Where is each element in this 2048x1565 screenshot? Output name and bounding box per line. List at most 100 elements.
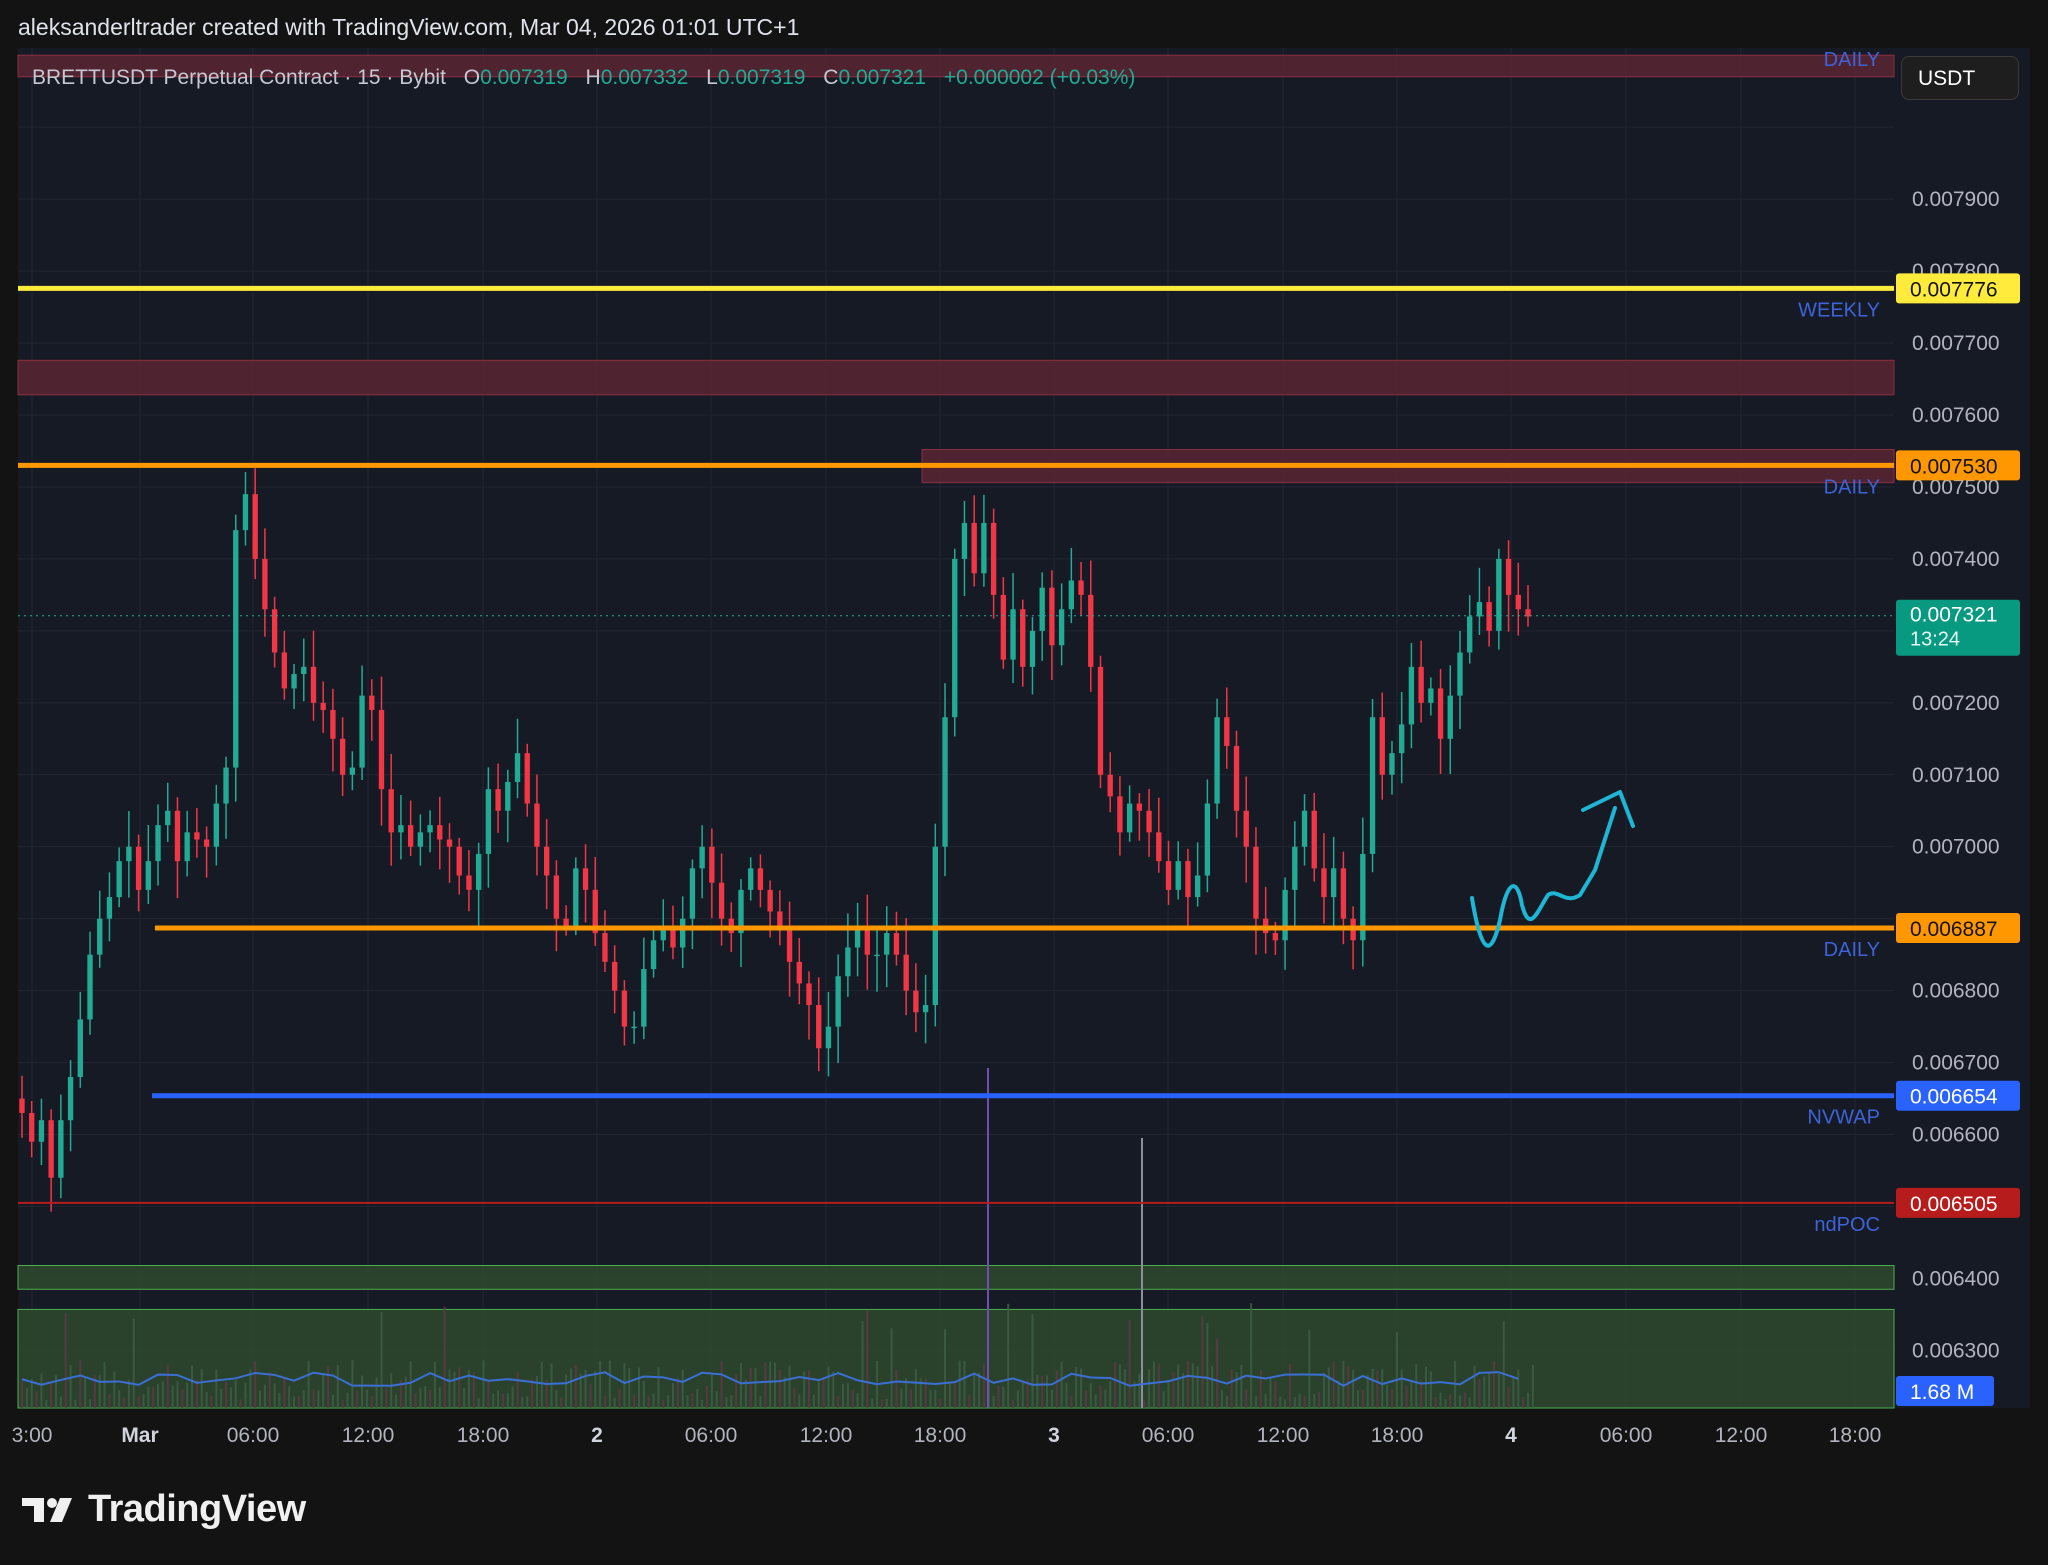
- price-badge: [1896, 1187, 2020, 1218]
- candle-body: [650, 940, 657, 970]
- volume-bar: [181, 1389, 184, 1408]
- candle-body: [1000, 594, 1007, 660]
- time-tick-label: 18:00: [457, 1424, 510, 1447]
- volume-bar: [691, 1392, 694, 1408]
- volume-bar: [613, 1397, 616, 1408]
- volume-bar: [1420, 1380, 1423, 1408]
- candle-body: [1156, 832, 1162, 862]
- volume-bar: [1449, 1394, 1452, 1408]
- volume-bar: [1128, 1319, 1131, 1408]
- candle-body: [252, 494, 258, 559]
- zone-support: [17, 1308, 1895, 1409]
- chart-background: [18, 48, 1894, 1408]
- volume-bar: [297, 1396, 300, 1408]
- time-tick-label: 06:00: [1600, 1424, 1653, 1447]
- price-tick-label: 0.007200: [1912, 692, 2000, 715]
- volume-bar: [846, 1383, 849, 1408]
- volume-bar: [953, 1380, 956, 1408]
- volume-bar: [1463, 1392, 1466, 1408]
- volume-bar: [1114, 1362, 1117, 1408]
- volume-bar: [569, 1368, 572, 1408]
- volume-bar: [1390, 1389, 1393, 1408]
- volume-bar: [351, 1360, 354, 1408]
- currency-button[interactable]: USDT: [1901, 56, 2019, 100]
- candle-body: [135, 846, 142, 890]
- volume-bar: [1415, 1364, 1418, 1408]
- volume-bars: [21, 1068, 1534, 1408]
- volume-bar: [1313, 1393, 1316, 1408]
- candle-body: [184, 832, 190, 862]
- candle-body: [1340, 868, 1347, 919]
- volume-bar: [633, 1395, 636, 1408]
- price-badge-label: 0.006654: [1910, 1086, 1998, 1109]
- candle-body: [1457, 652, 1463, 696]
- volume-bar: [584, 1369, 587, 1408]
- volume-bar: [535, 1375, 538, 1408]
- volume-bar: [701, 1399, 704, 1408]
- volume-bar: [516, 1372, 519, 1408]
- volume-bar: [919, 1378, 922, 1408]
- zone-support: [17, 1265, 1895, 1290]
- volume-bar: [40, 1373, 43, 1408]
- volume-bar: [832, 1371, 835, 1408]
- candle-body: [87, 954, 93, 1020]
- volume-bar: [302, 1390, 305, 1408]
- candle-body: [1068, 580, 1075, 610]
- volume-bar: [205, 1391, 208, 1408]
- volume-bar: [263, 1384, 266, 1408]
- price-badge: [1896, 450, 2020, 481]
- candle-body: [398, 825, 404, 833]
- volume-bar: [555, 1390, 558, 1408]
- candle-body: [1039, 587, 1045, 631]
- candle-body: [67, 1076, 74, 1121]
- candle-body: [1165, 861, 1172, 890]
- volume-bar: [1269, 1378, 1272, 1408]
- volume-bar: [1458, 1395, 1461, 1408]
- volume-bar: [1075, 1367, 1078, 1408]
- volume-bar: [1201, 1316, 1204, 1408]
- candle-body: [1360, 853, 1366, 941]
- volume-bar: [268, 1372, 271, 1408]
- volume-bar: [1308, 1330, 1311, 1408]
- candle-body: [1272, 933, 1279, 941]
- candle-body: [709, 846, 715, 883]
- candle-body: [97, 918, 103, 955]
- candle-body: [903, 954, 909, 991]
- volume-bar: [788, 1365, 791, 1408]
- candle-body: [456, 846, 462, 876]
- last-price-label: 0.007321: [1910, 604, 1998, 627]
- volume-bar: [356, 1390, 359, 1408]
- volume-bar: [1211, 1366, 1214, 1408]
- candle-body: [48, 1120, 54, 1178]
- candle-body: [203, 839, 210, 847]
- volume-bar: [759, 1396, 762, 1408]
- price-tick-label: 0.007000: [1912, 836, 2000, 859]
- volume-bar: [293, 1396, 296, 1408]
- volume-bar: [1206, 1322, 1209, 1408]
- volume-bar: [438, 1387, 441, 1408]
- volume-bar: [1512, 1377, 1515, 1408]
- volume-bar: [482, 1360, 485, 1408]
- time-tick-label: 12:00: [1715, 1424, 1768, 1447]
- volume-bar: [1254, 1396, 1257, 1408]
- volume-bar: [492, 1394, 495, 1408]
- level-name-top-daily: DAILY: [1824, 49, 1880, 71]
- volume-bar: [365, 1389, 368, 1408]
- candle-body: [330, 710, 336, 739]
- candle-body: [466, 875, 472, 890]
- tradingview-logo[interactable]: TradingView: [20, 1488, 306, 1531]
- volume-bar: [754, 1368, 757, 1408]
- volume-bar: [705, 1385, 708, 1408]
- level-name-ndpoc: ndPOC: [1814, 1214, 1880, 1236]
- volume-bar: [1070, 1395, 1073, 1408]
- candle-body: [748, 868, 754, 890]
- candle-body: [427, 825, 433, 833]
- volume-bar: [50, 1381, 53, 1408]
- candle-body: [757, 868, 764, 890]
- candle-body: [1146, 810, 1152, 833]
- volume-bar: [900, 1388, 903, 1408]
- candle-body: [1389, 753, 1395, 775]
- volume-bar: [997, 1385, 1000, 1408]
- price-badge-label: 0.006505: [1910, 1193, 1998, 1216]
